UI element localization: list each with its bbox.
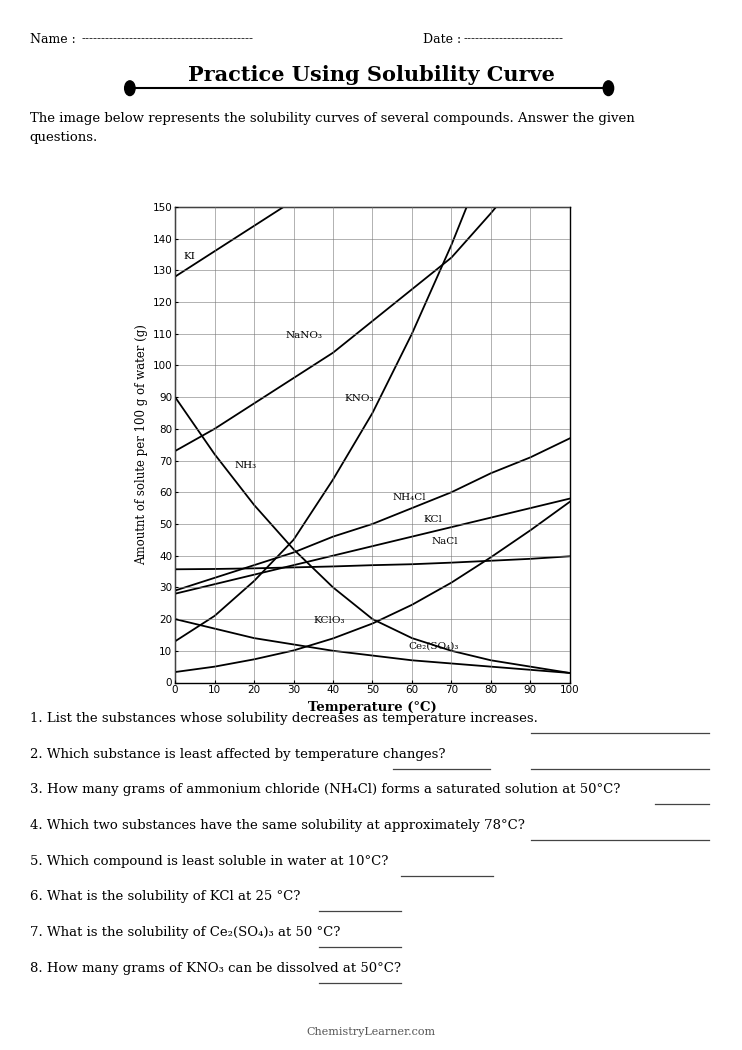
- Text: 7. What is the solubility of Ce₂(SO₄)₃ at 50 °C?: 7. What is the solubility of Ce₂(SO₄)₃ a…: [30, 926, 340, 939]
- Text: KClO₃: KClO₃: [313, 616, 345, 626]
- Text: Ce₂(SO₄)₃: Ce₂(SO₄)₃: [408, 642, 459, 651]
- Text: 6. What is the solubility of KCl at 25 °C?: 6. What is the solubility of KCl at 25 °…: [30, 890, 300, 903]
- Y-axis label: Amoutnt of solute per 100 g of water (g): Amoutnt of solute per 100 g of water (g): [136, 324, 148, 565]
- Text: 3. How many grams of ammonium chloride (NH₄Cl) forms a saturated solution at 50°: 3. How many grams of ammonium chloride (…: [30, 783, 620, 796]
- Text: Practice Using Solubility Curve: Practice Using Solubility Curve: [188, 65, 554, 85]
- Text: 5. Which compound is least soluble in water at 10°C?: 5. Which compound is least soluble in wa…: [30, 855, 388, 867]
- Text: ChemistryLearner.com: ChemistryLearner.com: [306, 1027, 436, 1037]
- Text: Date :: Date :: [423, 33, 465, 45]
- Text: -------------------------------------------: ----------------------------------------…: [82, 33, 254, 45]
- Text: KNO₃: KNO₃: [345, 395, 375, 403]
- Text: 8. How many grams of KNO₃ can be dissolved at 50°C?: 8. How many grams of KNO₃ can be dissolv…: [30, 962, 401, 974]
- Text: KI: KI: [183, 252, 195, 260]
- Text: Name :: Name :: [30, 33, 79, 45]
- Text: KCl: KCl: [424, 514, 443, 524]
- Text: 1. List the substances whose solubility decreases as temperature increases.: 1. List the substances whose solubility …: [30, 712, 537, 724]
- Text: NaNO₃: NaNO₃: [286, 331, 323, 340]
- Text: -------------------------: -------------------------: [464, 33, 564, 45]
- Text: NH₃: NH₃: [234, 461, 257, 470]
- Text: The image below represents the solubility curves of several compounds. Answer th: The image below represents the solubilit…: [30, 112, 634, 144]
- Text: 4. Which two substances have the same solubility at approximately 78°C?: 4. Which two substances have the same so…: [30, 819, 525, 832]
- Text: NH₄Cl: NH₄Cl: [393, 492, 426, 502]
- Text: NaCl: NaCl: [432, 538, 459, 546]
- Text: 2. Which substance is least affected by temperature changes?: 2. Which substance is least affected by …: [30, 748, 445, 760]
- X-axis label: Temperature (°C): Temperature (°C): [308, 700, 437, 714]
